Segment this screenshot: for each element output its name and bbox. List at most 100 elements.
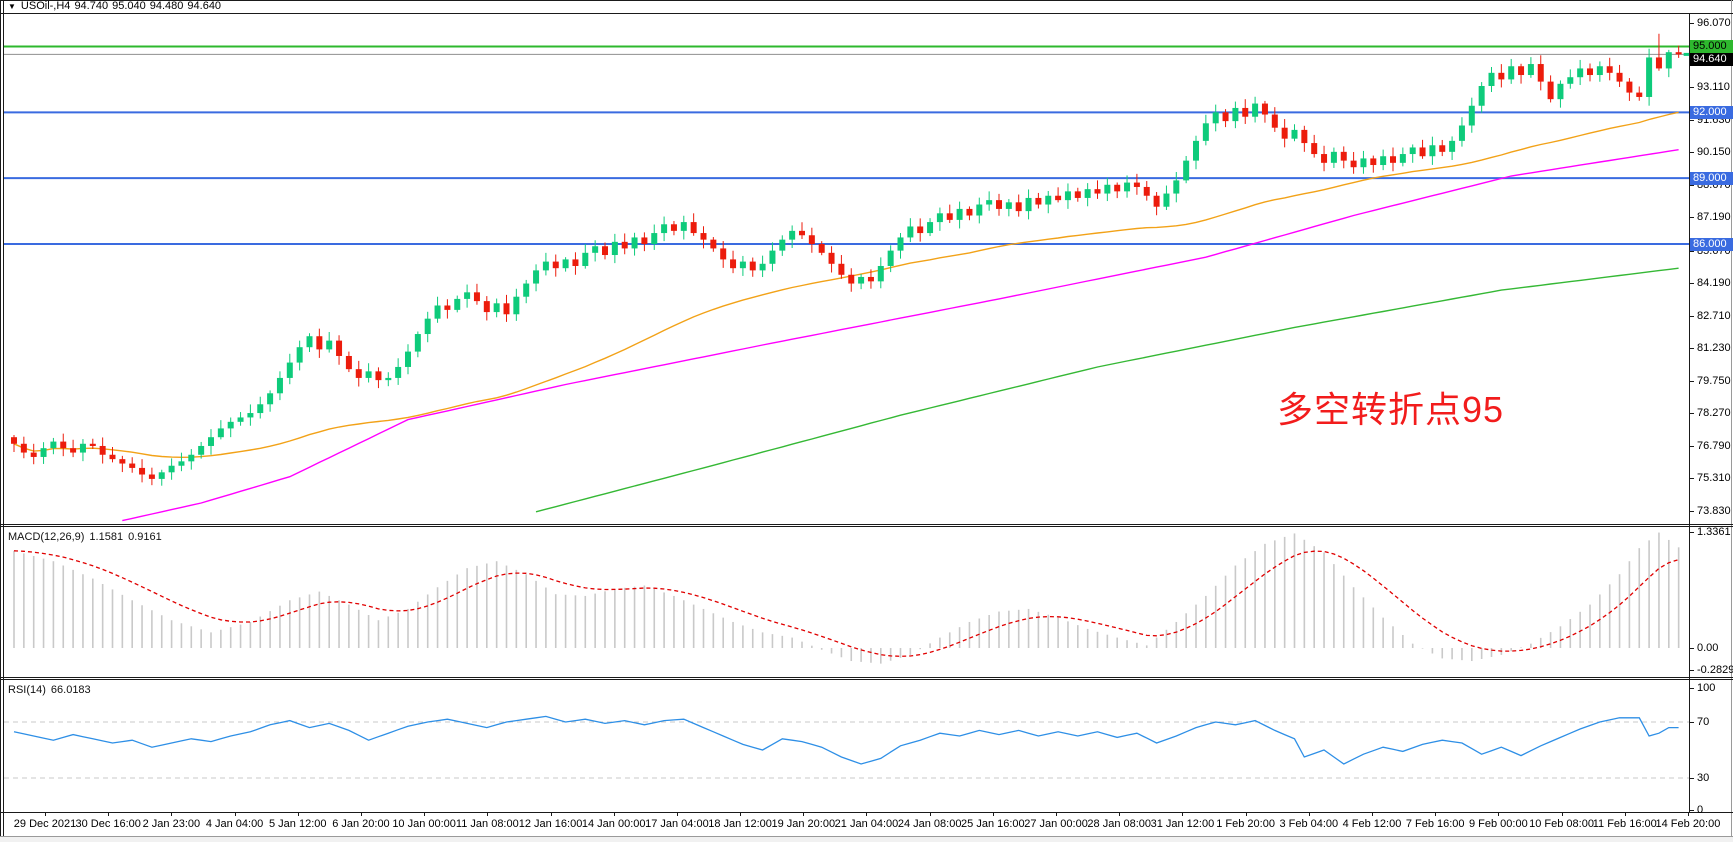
time-label: 14 Jan 00:00 xyxy=(581,818,646,830)
bottom-strip xyxy=(0,836,1733,842)
rsi-value: 66.0183 xyxy=(50,684,91,696)
price-tick-dash xyxy=(1690,315,1694,317)
price-tick-dash xyxy=(1690,478,1694,480)
rsi-tick-label: 30 xyxy=(1697,771,1710,784)
macd-separator-a[interactable] xyxy=(0,524,1733,525)
price-tick-label: 73.830 xyxy=(1697,504,1731,517)
time-tick xyxy=(866,812,868,816)
title-close: 94.640 xyxy=(187,0,222,12)
rsi-panel-canvas[interactable] xyxy=(4,680,1689,812)
time-label: 24 Jan 08:00 xyxy=(897,818,962,830)
time-label: 4 Feb 12:00 xyxy=(1342,818,1402,830)
time-label: 29 Dec 2021 xyxy=(13,818,77,830)
time-tick xyxy=(1624,812,1626,816)
level-price-badge: 92.000 xyxy=(1690,105,1733,119)
price-tick-dash xyxy=(1690,119,1694,121)
price-tick-dash xyxy=(1690,510,1694,512)
time-label: 9 Feb 00:00 xyxy=(1469,818,1528,830)
macd-value-main: 1.1581 xyxy=(89,531,124,543)
price-tick-dash xyxy=(1690,380,1694,382)
macd-separator-b xyxy=(0,526,1733,527)
rsi-separator-b xyxy=(0,679,1733,680)
price-tick-label: 82.710 xyxy=(1697,309,1731,322)
time-label: 14 Feb 20:00 xyxy=(1655,818,1721,830)
symbol-dropdown-arrow-icon[interactable]: ▼ xyxy=(8,2,16,11)
chart-annotation-text: 多空转折点95 xyxy=(1277,389,1505,430)
window-right-border xyxy=(1731,0,1732,842)
rsi-tick-dash xyxy=(1690,777,1694,779)
time-tick xyxy=(45,812,46,816)
time-label: 6 Jan 20:00 xyxy=(332,818,390,830)
window-left-border-inner xyxy=(3,0,4,842)
time-label: 27 Jan 00:00 xyxy=(1024,818,1088,830)
price-tick-label: 90.150 xyxy=(1697,146,1731,159)
main-chart-canvas[interactable] xyxy=(4,14,1689,523)
price-tick-dash xyxy=(1690,283,1694,285)
title-high: 95.040 xyxy=(112,0,146,12)
macd-tick-dash xyxy=(1690,531,1694,533)
price-tick-label: 81.230 xyxy=(1697,342,1731,355)
rsi-tick-label: 70 xyxy=(1697,715,1710,728)
price-axis-line xyxy=(1689,13,1690,812)
price-tick-label: 78.270 xyxy=(1697,407,1731,420)
rsi-tick-label: 0 xyxy=(1697,803,1704,816)
time-label: 1 Feb 20:00 xyxy=(1216,818,1275,830)
main-panel-top-border xyxy=(0,13,1733,14)
price-tick-dash xyxy=(1690,87,1694,89)
price-tick-label: 79.750 xyxy=(1697,374,1731,387)
macd-tick-dash xyxy=(1690,669,1694,671)
time-label: 30 Dec 16:00 xyxy=(75,818,141,830)
macd-tick-label: 1.3361 xyxy=(1697,525,1731,538)
rsi-tick-dash xyxy=(1690,809,1694,811)
time-label: 18 Jan 12:00 xyxy=(708,818,772,830)
time-tick xyxy=(1435,812,1437,816)
macd-tick-label: -0.2829 xyxy=(1697,663,1733,676)
time-label: 5 Jan 12:00 xyxy=(269,818,327,830)
time-label: 4 Jan 04:00 xyxy=(205,818,264,830)
time-tick xyxy=(1498,812,1500,816)
window-left-border xyxy=(0,0,1,842)
chart-title-bar: ▼ USOil-,H4 94.740 95.040 94.480 94.640 xyxy=(8,1,225,12)
macd-value-signal: 0.9161 xyxy=(128,531,162,543)
time-tick xyxy=(297,812,299,816)
time-label: 11 Feb 16:00 xyxy=(1592,818,1657,830)
price-tick-dash xyxy=(1690,184,1694,186)
time-tick xyxy=(1056,812,1058,816)
price-tick-label: 75.310 xyxy=(1697,472,1731,485)
level-price-badge: 95.000 xyxy=(1690,39,1733,53)
time-tick xyxy=(1371,812,1373,816)
title-symbol: USOil-,H4 xyxy=(20,0,71,12)
window-top-border xyxy=(0,0,1733,1)
time-label: 11 Jan 08:00 xyxy=(455,818,519,830)
price-tick-dash xyxy=(1690,445,1694,447)
price-tick-dash xyxy=(1690,348,1694,350)
time-tick xyxy=(613,812,615,816)
rsi-tick-label: 100 xyxy=(1697,681,1716,694)
time-label: 21 Jan 04:00 xyxy=(834,818,899,830)
time-tick xyxy=(550,812,552,816)
price-tick-dash xyxy=(1690,22,1694,24)
title-open: 94.740 xyxy=(74,0,109,12)
title-low: 94.480 xyxy=(149,0,184,12)
macd-label: MACD(12,26,9) xyxy=(8,531,85,543)
time-label: 10 Jan 00:00 xyxy=(392,818,456,830)
time-label: 10 Feb 08:00 xyxy=(1529,818,1594,830)
price-tick-label: 93.110 xyxy=(1697,81,1730,94)
time-tick xyxy=(803,812,805,816)
time-tick xyxy=(1119,812,1121,816)
rsi-separator-a[interactable] xyxy=(0,677,1733,678)
time-label: 19 Jan 20:00 xyxy=(771,818,836,830)
time-tick xyxy=(234,812,236,816)
price-tick-dash xyxy=(1690,413,1694,415)
macd-panel-canvas[interactable] xyxy=(4,527,1689,677)
rsi-header: RSI(14) 66.0183 xyxy=(8,684,96,696)
time-label: 3 Feb 04:00 xyxy=(1279,818,1339,830)
level-price-badge: 86.000 xyxy=(1690,237,1733,251)
time-tick xyxy=(1308,812,1310,816)
time-tick xyxy=(1687,812,1689,816)
time-tick xyxy=(360,812,362,816)
time-tick xyxy=(1245,812,1247,816)
price-tick-label: 96.070 xyxy=(1697,16,1731,29)
time-tick xyxy=(740,812,742,816)
